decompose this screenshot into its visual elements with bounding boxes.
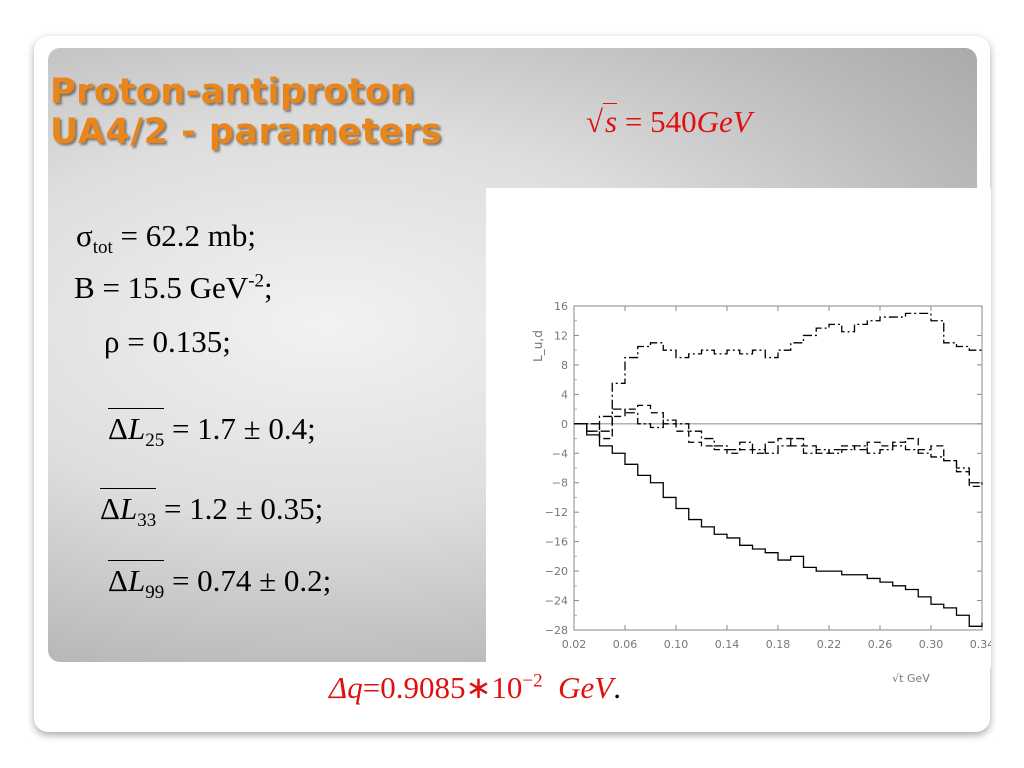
b-tail: ;: [264, 270, 273, 305]
param-rho: ρ = 0.135;: [104, 324, 231, 360]
delta-q-equals: =: [362, 670, 381, 705]
x-tick-label: 0.02: [562, 638, 587, 651]
delta-l99-sub: 99: [145, 582, 165, 604]
delta-l33-sub: 33: [137, 510, 157, 532]
y-tick-label: 8: [561, 359, 568, 372]
y-tick-label: −16: [545, 536, 568, 549]
delta-q-formula: Δq=0.9085∗10−2 GeV.: [329, 670, 621, 706]
delta-q-base: 10: [491, 670, 523, 705]
x-tick-label: 0.06: [613, 638, 638, 651]
delta-l25-delta: Δ: [108, 411, 128, 446]
title-line-2: UA4/2 - parameters: [50, 112, 443, 152]
x-tick-label: 0.10: [664, 638, 689, 651]
sqrt-argument: s: [603, 103, 618, 139]
x-tick-label: 0.34: [970, 638, 991, 651]
delta-q-times: ∗: [465, 670, 492, 705]
rho-symbol: ρ: [104, 324, 120, 359]
delta-q-period: .: [613, 670, 621, 705]
energy-unit: GeV: [696, 104, 752, 139]
chart-root: 16 12 8 4 0 −4 −8 −12 −16 −20 −24 −280.02 0.06 0.10 0.…: [531, 300, 994, 685]
chart-svg: 16 12 8 4 0 −4 −8 −12 −16 −20 −24 −280.02 0.06 0.10 0.…: [531, 300, 994, 685]
x-tick-label: 0.26: [868, 638, 893, 651]
y-tick-label: −24: [545, 595, 568, 608]
slide-title: Proton-antiproton UA4/2 - parameters: [50, 72, 442, 152]
series-line-1: [574, 423, 983, 627]
delta-l33-delta: Δ: [100, 491, 120, 526]
delta-l33-l: L: [119, 491, 138, 526]
x-tick-label: 0.30: [919, 638, 944, 651]
delta-l25-sub: 25: [145, 430, 165, 452]
sqrt-sign: √: [586, 104, 604, 139]
delta-q-unit: GeV: [558, 670, 614, 705]
param-delta-l33: ΔL33 = 1.2 ± 0.35;: [100, 488, 323, 532]
delta-l33-overline: ΔL33: [100, 488, 157, 532]
delta-l99-value: = 0.74 ± 0.2;: [164, 563, 332, 598]
energy-value: 540: [650, 104, 697, 139]
y-tick-label: −28: [545, 624, 568, 637]
delta-l25-overline: ΔL25: [108, 408, 165, 452]
y-tick-label: −12: [545, 506, 568, 519]
delta-q-lhs: Δq: [329, 670, 363, 705]
delta-l25-value: = 1.7 ± 0.4;: [164, 411, 316, 446]
series-line-3: [574, 404, 983, 488]
y-tick-label: 16: [554, 300, 568, 313]
delta-l25-l: L: [127, 411, 146, 446]
sigma-sub: tot: [92, 237, 113, 259]
param-b-slope: B = 15.5 GeV-2;: [74, 270, 273, 306]
delta-q-exponent: −2: [522, 670, 543, 692]
energy-equals: =: [624, 104, 643, 139]
param-delta-l99: ΔL99 = 0.74 ± 0.2;: [108, 560, 331, 604]
y-tick-label: 4: [561, 388, 568, 401]
x-axis-label: √t GeV: [892, 672, 930, 685]
b-value: = 15.5 GeV: [94, 270, 249, 305]
delta-l99-l: L: [127, 563, 146, 598]
y-tick-label: −20: [545, 565, 568, 578]
y-tick-label: −4: [552, 447, 568, 460]
x-tick-label: 0.14: [715, 638, 740, 651]
delta-l33-value: = 1.2 ± 0.35;: [156, 491, 324, 526]
x-tick-label: 0.18: [766, 638, 791, 651]
param-sigma-tot: σtot = 62.2 mb;: [76, 218, 256, 259]
y-axis-label: L_u,d: [531, 330, 545, 362]
sigma-value: = 62.2 mb;: [112, 218, 256, 253]
b-exponent: -2: [248, 270, 265, 292]
b-symbol: B: [74, 270, 95, 305]
y-tick-label: −8: [552, 477, 568, 490]
y-tick-label: 12: [554, 329, 568, 342]
title-line-1: Proton-antiproton: [50, 72, 415, 112]
y-tick-label: 0: [561, 418, 568, 431]
series-line-2: [574, 312, 982, 432]
sigma-symbol: σ: [76, 218, 93, 253]
series-line-4: [574, 408, 982, 484]
delta-l99-delta: Δ: [108, 563, 128, 598]
delta-l99-overline: ΔL99: [108, 560, 165, 604]
chart-container: 16 12 8 4 0 −4 −8 −12 −16 −20 −24 −28 0.02 0.06 0.10 0.…: [486, 188, 994, 685]
energy-formula: √s = 540GeV: [586, 103, 752, 140]
param-delta-l25: ΔL25 = 1.7 ± 0.4;: [108, 408, 316, 452]
rho-value: = 0.135;: [119, 324, 231, 359]
delta-q-mantissa: 0.9085: [380, 670, 466, 705]
x-tick-label: 0.22: [817, 638, 842, 651]
